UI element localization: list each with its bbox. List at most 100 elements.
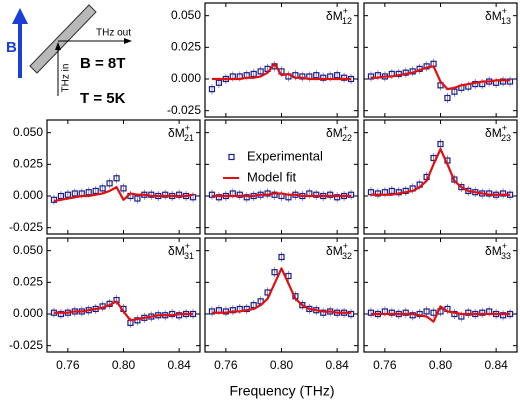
data-point (113, 175, 120, 182)
data-point (250, 70, 257, 78)
x-tick-label: 0.80 (270, 358, 294, 372)
thz-out-head (124, 38, 132, 44)
field-arrow-head (12, 8, 28, 24)
panel-label-base: δM (485, 126, 502, 140)
y-tick-label: 0.000 (171, 71, 201, 85)
panel: -0.025 0.000 0.025 0.050 0.76 0.80 0.84 δM+ 31 (9, 237, 201, 372)
panel-label-sub: 12 (342, 16, 352, 26)
data-point (57, 192, 65, 200)
panel-label-sup: + (502, 6, 507, 16)
panel-label-base: δM (168, 244, 185, 258)
panel: 0.76 0.80 0.84 δM+ 33 (363, 237, 518, 372)
data-point (71, 190, 78, 197)
data-point (299, 73, 306, 80)
panel-label-base: δM (326, 9, 343, 23)
panel-label-sub: 32 (342, 251, 352, 261)
y-tick-label: 0.050 (171, 8, 201, 22)
data-point (278, 253, 285, 261)
y-tick-label: 0.000 (13, 188, 43, 202)
temperature: T = 5K (80, 90, 126, 107)
data-point (176, 191, 183, 198)
fit-line (211, 62, 352, 81)
data-point (57, 310, 65, 318)
panel: δM+ 13 (363, 2, 518, 118)
panel: -0.025 0.000 0.025 0.050 δM+ 12 (167, 2, 359, 118)
field-label: B (6, 39, 17, 56)
panel-label-base: δM (168, 126, 185, 140)
panel-label-sub: 23 (501, 133, 511, 143)
data-point (208, 86, 216, 93)
data-point (347, 310, 355, 318)
panel-label-sup: + (185, 241, 190, 251)
panel-label: δM+ 13 (485, 6, 511, 26)
y-tick-label: -0.025 (167, 103, 201, 117)
fit-line (53, 300, 194, 322)
y-tick-label: 0.025 (13, 157, 43, 171)
panel: 0.76 0.80 0.84 δM+ 32 (204, 237, 359, 372)
data-point (388, 309, 395, 316)
data-point (299, 302, 306, 309)
fit-line (53, 186, 194, 203)
fit-line (370, 65, 511, 91)
panel-label-sup: + (502, 241, 507, 251)
data-point (320, 309, 327, 316)
data-point (271, 269, 278, 276)
fit-line (211, 192, 352, 198)
panel-label: δM+ 12 (326, 6, 352, 26)
data-point (451, 88, 458, 95)
panel-label-sub: 33 (501, 251, 511, 261)
panel-label-base: δM (485, 244, 502, 258)
panel-label-sup: + (502, 123, 507, 133)
y-tick-label: 0.050 (13, 125, 43, 139)
y-tick-label: 0.000 (13, 306, 43, 320)
panel-label-base: δM (485, 9, 502, 23)
panel: -0.025 0.000 0.025 0.050 δM+ 21 (9, 119, 201, 235)
fit-line (370, 148, 511, 196)
x-tick-label: 0.84 (167, 358, 191, 372)
panel-label-sub: 31 (184, 251, 194, 261)
x-tick-label: 0.76 (56, 358, 80, 372)
legend-marker (228, 153, 235, 161)
x-tick-label: 0.84 (484, 358, 508, 372)
data-point (106, 180, 113, 187)
data-point (215, 79, 223, 86)
data-point (437, 140, 444, 148)
panel: δM+ 23 (363, 119, 518, 235)
legend-label: Model fit (247, 169, 297, 184)
x-tick-label: 0.80 (429, 358, 453, 372)
panel-label-sub: 21 (184, 133, 194, 143)
panel-label-sup: + (343, 6, 348, 16)
panel-label-base: δM (326, 244, 343, 258)
x-tick-label: 0.84 (325, 358, 349, 372)
data-point (229, 307, 236, 314)
data-point (215, 194, 223, 201)
fit-line (370, 305, 511, 323)
panel-label: δM+ 31 (168, 241, 194, 261)
setup-diagram: B THz out THz in B = 8T T = 5K (6, 4, 132, 107)
data-point (313, 191, 320, 198)
x-axis-label: Frequency (THz) (229, 383, 334, 399)
data-point (162, 191, 169, 198)
panel-label-base: δM (326, 126, 343, 140)
data-point (334, 72, 341, 79)
data-point (340, 74, 348, 81)
data-point (64, 191, 71, 198)
data-point (243, 194, 250, 201)
data-point (499, 78, 507, 85)
data-point (134, 195, 141, 202)
panel-label-sub: 13 (501, 16, 511, 26)
data-point (257, 68, 264, 75)
panel-label-sub: 22 (342, 133, 352, 143)
data-point (499, 190, 507, 197)
panel-label: δM+ 23 (485, 123, 511, 143)
data-point (208, 191, 216, 198)
panel-label-sup: + (343, 241, 348, 251)
data-point (374, 190, 382, 197)
fit-line (211, 267, 352, 314)
data-point (85, 189, 92, 196)
data-point (499, 312, 507, 319)
data-point (250, 302, 257, 309)
data-point (444, 94, 451, 102)
data-point (367, 73, 375, 80)
